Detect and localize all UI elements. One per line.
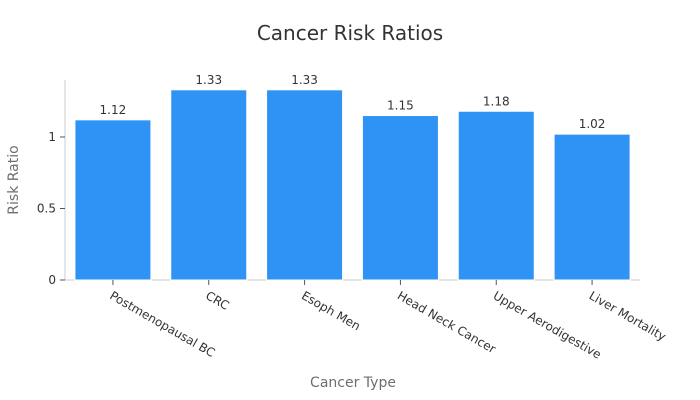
bar bbox=[553, 133, 631, 281]
x-tick-label: Esoph Men bbox=[299, 288, 363, 333]
bar bbox=[457, 110, 535, 281]
bar bbox=[266, 89, 344, 281]
x-tick-label: Head Neck Cancer bbox=[395, 288, 498, 356]
bar-data-label: 1.33 bbox=[195, 73, 222, 87]
x-axis-label: Cancer Type bbox=[310, 375, 396, 391]
bar bbox=[74, 119, 152, 281]
bar-data-label: 1.02 bbox=[579, 117, 606, 131]
x-tick-label: CRC bbox=[203, 288, 231, 312]
y-tick-label: 0.5 bbox=[37, 202, 56, 216]
bar-data-label: 1.18 bbox=[483, 94, 510, 108]
y-tick-label: 0 bbox=[48, 273, 56, 287]
x-tick-label: Liver Mortality bbox=[587, 288, 669, 343]
bar-data-label: 1.33 bbox=[291, 73, 318, 87]
bar-data-label: 1.12 bbox=[100, 103, 127, 117]
bar-data-label: 1.15 bbox=[387, 99, 414, 113]
x-tick-label: Postmenopausal BC bbox=[107, 288, 217, 360]
bar bbox=[170, 89, 248, 281]
bar bbox=[361, 115, 439, 281]
plot-area: 0 0.5 1 1.12 Postmenopausal BC 1.33 CRC 1.33 Eso… bbox=[37, 73, 669, 362]
chart-title: Cancer Risk Ratios bbox=[257, 21, 443, 45]
y-axis-label: Risk Ratio bbox=[6, 145, 22, 214]
y-tick-label: 1 bbox=[48, 130, 56, 144]
